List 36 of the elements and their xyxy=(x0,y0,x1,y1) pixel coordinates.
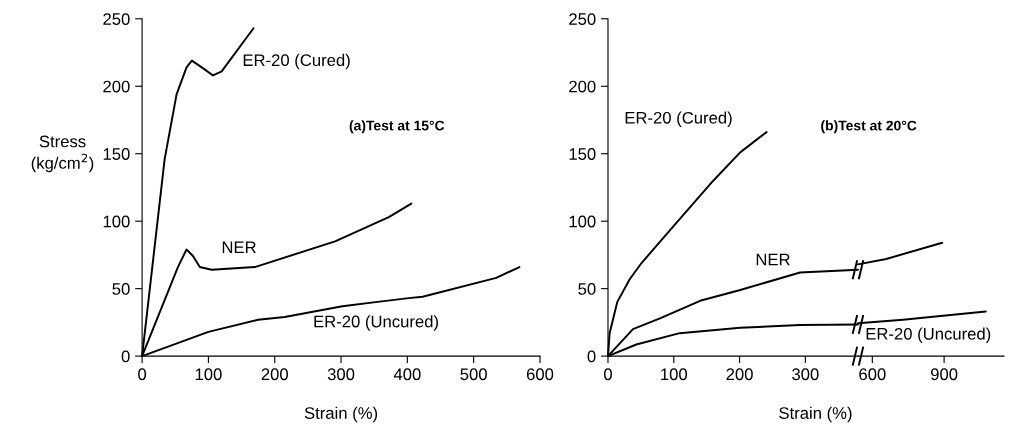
x-tick-label: 0 xyxy=(604,368,612,381)
x-tick-label: 100 xyxy=(661,368,688,381)
legend-label: ER-20 (Uncured) xyxy=(866,327,991,344)
y-tick-label: 100 xyxy=(103,215,130,228)
annotation: (a)Test at 15°C xyxy=(349,120,445,134)
series-label: ER-20 (Uncured) xyxy=(314,315,438,331)
series-label: NER xyxy=(756,253,790,266)
y-tick-label: 200 xyxy=(569,80,596,93)
y-axis-title: Stress (kg/cm$^{2}$) xyxy=(31,135,94,173)
x-tick-label: 900 xyxy=(931,368,958,381)
series-label: ER-20 (Cured) xyxy=(625,111,732,127)
x-tick-label: 400 xyxy=(393,368,421,381)
x-tick-label: 600 xyxy=(526,368,554,381)
annotation: (b)Test at 20°C xyxy=(821,120,917,134)
y-tick-label: 50 xyxy=(578,283,596,295)
y-tick-label: 150 xyxy=(103,148,130,160)
x-axis-title: Strain (%) xyxy=(779,406,852,423)
x-tick-label: 300 xyxy=(792,368,819,381)
y-tick-label: 100 xyxy=(569,215,596,228)
x-axis-title: Strain (%) xyxy=(304,406,378,423)
y-tick-label: 250 xyxy=(569,13,596,25)
x-tick-label: 100 xyxy=(195,368,222,381)
x-tick-label: 600 xyxy=(859,368,886,381)
x-tick-label: 200 xyxy=(726,368,753,381)
series-label: NER xyxy=(222,241,256,253)
x-tick-label: 300 xyxy=(327,368,355,381)
x-tick-label: 500 xyxy=(460,368,487,381)
y-tick-label: 150 xyxy=(569,148,596,160)
x-tick-label: 0 xyxy=(138,368,147,381)
y-tick-label: 50 xyxy=(112,283,130,295)
x-tick-label: 200 xyxy=(261,368,288,381)
series-label: ER-20 (Cured) xyxy=(243,53,350,70)
y-tick-label: 0 xyxy=(121,350,130,363)
y-tick-label: 250 xyxy=(103,13,130,25)
y-tick-label: 0 xyxy=(587,350,596,363)
y-tick-label: 200 xyxy=(103,80,130,93)
